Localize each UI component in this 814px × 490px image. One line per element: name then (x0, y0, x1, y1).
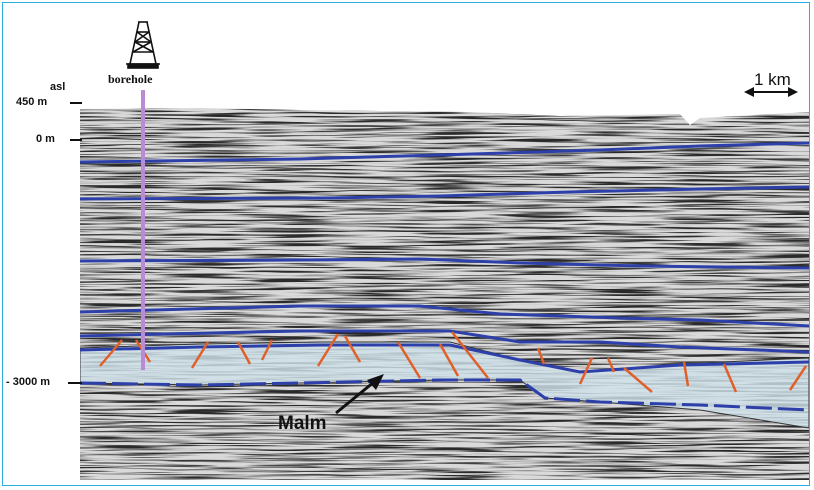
fault-line (451, 331, 489, 379)
fault-line (788, 365, 808, 391)
fault-line (190, 341, 210, 369)
fault-line (578, 357, 594, 385)
fault-line (438, 343, 460, 377)
fault-line (99, 339, 123, 367)
horizon-line (79, 343, 810, 374)
fault-line (260, 339, 274, 361)
horizon-line (79, 329, 810, 354)
drilling-rig-icon (126, 21, 160, 69)
horizon-line (79, 378, 810, 412)
horizons (79, 141, 810, 412)
depth-label-0: 0 m (36, 133, 55, 145)
horizon-line (79, 304, 810, 328)
asl-label: asl (50, 81, 66, 93)
arrow-icon (335, 374, 384, 415)
horizon-line (79, 185, 810, 201)
depth-label-3000: - 3000 m (6, 376, 51, 388)
malm-label: Malm (278, 413, 327, 434)
fault-line (343, 335, 362, 363)
fault-line (396, 341, 422, 379)
fault-line (236, 341, 252, 365)
depth-label-450: 450 m (16, 96, 48, 108)
fault-line (722, 363, 738, 393)
horizon-line (79, 257, 810, 270)
scale-bar-label: 1 km (754, 70, 791, 89)
seismic-reflections (80, 103, 809, 480)
fault-line (682, 361, 690, 387)
fault-line (623, 367, 653, 393)
depth-ticks (68, 102, 82, 384)
horizon-line (79, 141, 810, 164)
fault-line (536, 347, 546, 365)
faults (99, 331, 808, 393)
fault-line (606, 357, 616, 373)
fault-line (316, 333, 340, 367)
borehole-label: borehole (108, 72, 153, 86)
double-arrow-icon (744, 87, 798, 97)
